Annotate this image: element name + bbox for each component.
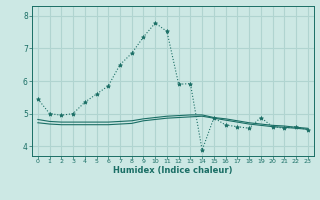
X-axis label: Humidex (Indice chaleur): Humidex (Indice chaleur)	[113, 166, 233, 175]
